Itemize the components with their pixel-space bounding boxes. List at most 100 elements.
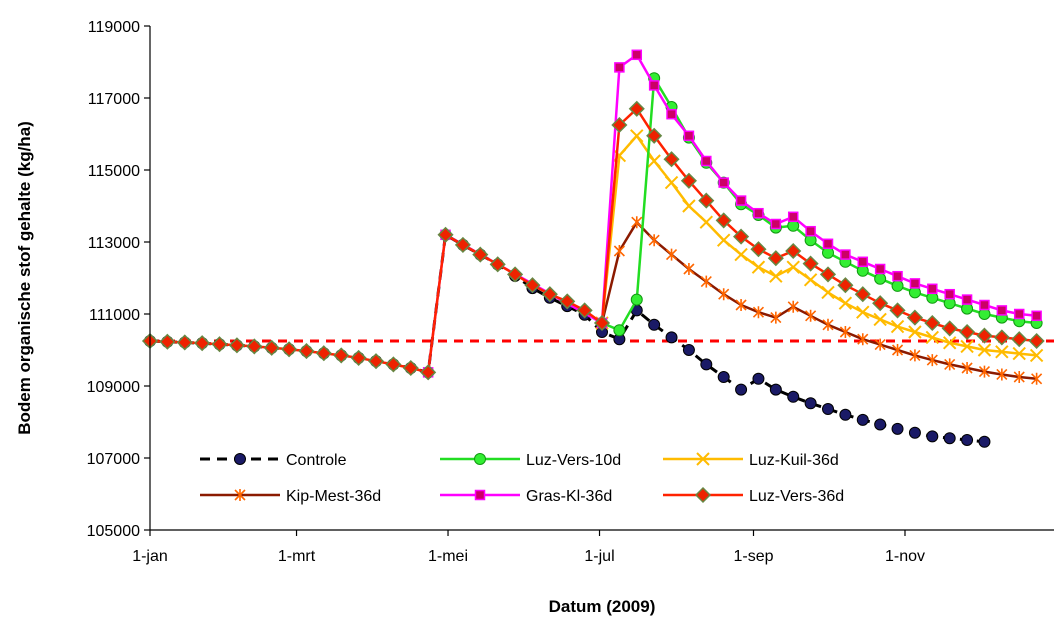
data-point <box>805 309 817 322</box>
data-point <box>802 255 819 272</box>
data-point <box>874 418 887 431</box>
data-point <box>631 216 643 229</box>
data-point <box>944 288 955 300</box>
data-point <box>840 249 851 260</box>
data-point <box>648 234 660 247</box>
legend-label: Controle <box>286 452 347 469</box>
data-point <box>234 453 246 465</box>
series-luz-vers-36d <box>141 100 1045 381</box>
data-point <box>909 278 921 289</box>
data-point <box>716 233 731 247</box>
data-point <box>803 273 818 287</box>
data-point <box>979 299 990 311</box>
data-point <box>891 279 904 292</box>
data-point <box>680 172 697 189</box>
y-tick-label: 107000 <box>87 451 140 468</box>
data-point <box>1012 346 1026 361</box>
data-point <box>839 408 852 421</box>
data-point <box>978 365 991 378</box>
data-point <box>701 155 712 167</box>
data-point <box>246 338 263 355</box>
series-line <box>149 107 1037 374</box>
data-point <box>1031 310 1042 322</box>
data-point <box>822 238 834 250</box>
data-point <box>908 325 922 339</box>
data-point <box>926 354 938 367</box>
legend-item-luz-kuil-36d: Luz-Kuil-36d <box>663 452 839 469</box>
data-point <box>959 323 976 341</box>
data-point <box>385 356 402 373</box>
data-point <box>839 326 851 338</box>
data-point <box>1013 371 1025 383</box>
data-point <box>752 372 765 385</box>
data-point <box>996 368 1008 381</box>
legend-item-controle: Controle <box>200 452 347 469</box>
data-point <box>785 242 802 260</box>
data-point <box>474 489 486 501</box>
data-point <box>472 246 489 263</box>
data-point <box>683 130 695 142</box>
data-point <box>402 359 419 377</box>
data-point <box>977 343 992 357</box>
data-point <box>735 383 748 396</box>
data-point <box>437 226 454 243</box>
data-point <box>666 108 677 120</box>
data-point <box>665 248 678 261</box>
data-point <box>925 330 940 345</box>
y-axis-title: Bodem organische stof gehalte (kg/ha) <box>15 121 34 435</box>
x-tick-label: 1-sep <box>733 548 773 565</box>
x-tick-label: 1-mei <box>428 548 468 565</box>
data-point <box>613 324 626 337</box>
data-point <box>752 306 765 319</box>
data-point <box>770 311 782 324</box>
data-point <box>906 309 923 326</box>
data-point <box>648 318 661 331</box>
y-tick-label: 117000 <box>88 91 140 108</box>
data-point <box>822 403 834 416</box>
data-point <box>631 49 643 61</box>
data-point <box>717 371 730 383</box>
data-point <box>420 364 437 381</box>
data-point <box>961 434 974 446</box>
y-tick-label: 119000 <box>88 19 140 36</box>
data-point <box>787 390 800 403</box>
data-point <box>769 383 782 396</box>
data-point <box>559 293 576 310</box>
data-point <box>682 199 696 213</box>
data-point <box>718 288 730 301</box>
data-point <box>647 154 661 168</box>
data-point <box>234 489 246 501</box>
data-point <box>787 211 799 223</box>
data-point <box>838 296 853 310</box>
y-tick-label: 109000 <box>87 379 140 396</box>
data-point <box>350 349 367 366</box>
data-point <box>715 212 732 229</box>
data-point <box>874 272 887 285</box>
series-kip-mest-36d <box>596 216 1043 385</box>
data-point <box>1031 372 1043 385</box>
data-point <box>960 339 974 354</box>
data-point <box>541 286 558 303</box>
data-point <box>646 127 663 144</box>
data-point <box>854 286 871 303</box>
legend-item-kip-mest-36d: Kip-Mest-36d <box>200 488 381 505</box>
data-point <box>315 345 332 362</box>
data-point <box>694 486 712 504</box>
data-point <box>872 295 889 312</box>
data-point <box>926 430 939 443</box>
legend: Controle Luz-Vers-10d Luz-Kuil-36d Kip-Mest… <box>200 452 844 505</box>
data-point <box>718 177 729 188</box>
data-point <box>333 347 350 364</box>
data-point <box>993 329 1010 346</box>
series-luz-kuil-36d <box>595 129 1044 363</box>
data-point <box>194 335 211 352</box>
y-tick-label: 105000 <box>87 523 140 540</box>
data-point <box>804 397 817 410</box>
data-point <box>942 336 957 350</box>
data-point <box>281 341 298 358</box>
data-point <box>263 339 280 356</box>
x-tick-label: 1-mrt <box>278 548 316 565</box>
data-point <box>683 263 695 275</box>
series-line <box>426 53 1037 373</box>
